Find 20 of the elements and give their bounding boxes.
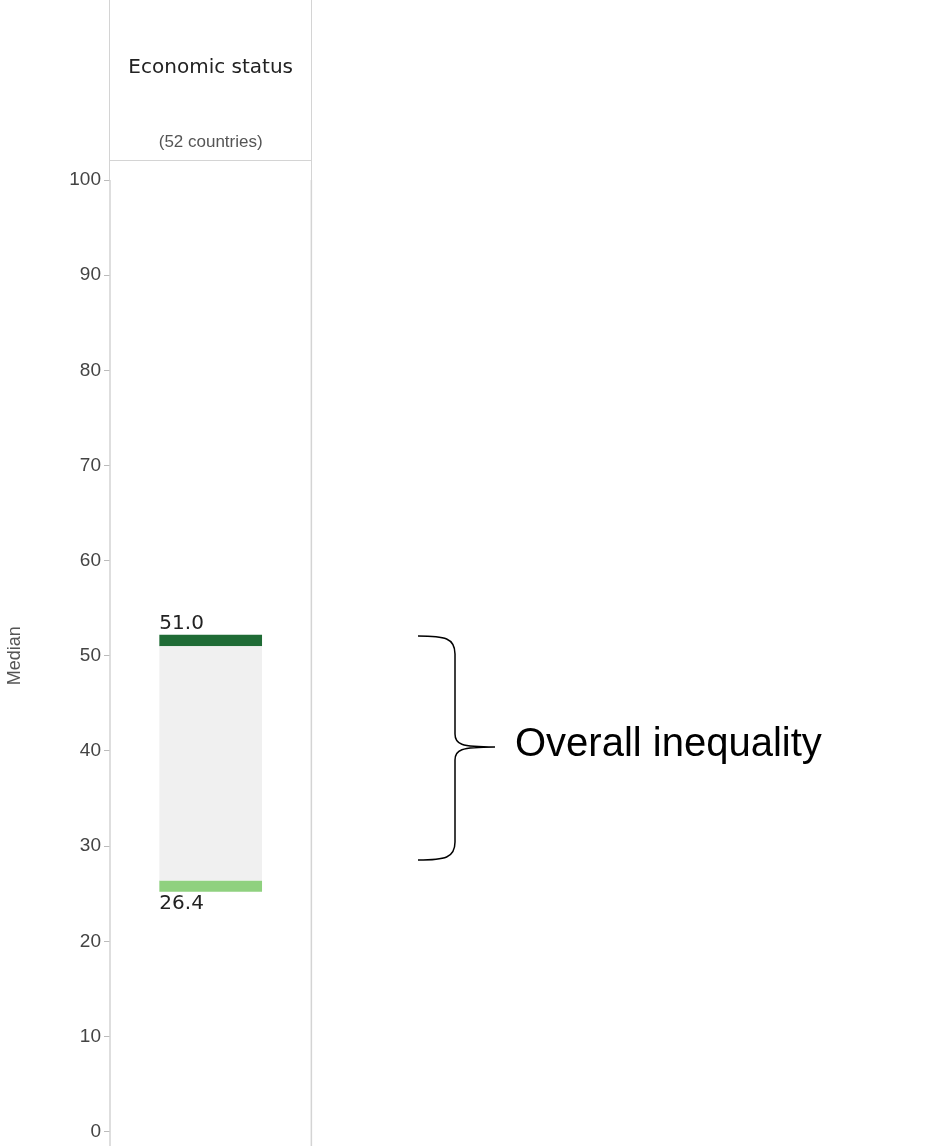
y-tick-label: 60 [79,548,101,570]
annotation: 51.0 [159,610,204,635]
y-tick-label: 50 [79,644,101,666]
y-tick-label: 40 [79,739,101,761]
y-tick-label: 90 [79,263,101,285]
y-tick-label: 20 [79,929,101,951]
text: Overall inequality [515,720,822,765]
y-tick-label: 10 [79,1024,101,1046]
bar [159,646,263,881]
y-tick-label: 30 [79,834,101,856]
y-tick-label: 0 [90,1119,101,1141]
bar [159,634,263,647]
chart-subtitle: (52 countries) [158,131,263,151]
bar [159,880,263,892]
y-tick-label: 70 [79,453,101,475]
y-axis-title: Median [3,626,24,686]
x-tick-label: Economic status [128,54,294,79]
y-tick-label: 80 [79,358,101,380]
y-tick-label: 100 [69,168,101,190]
annotation: 26.4 [159,889,204,914]
